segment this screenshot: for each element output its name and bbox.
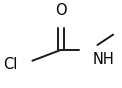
Text: NH: NH	[92, 52, 114, 67]
Text: Cl: Cl	[3, 57, 17, 72]
Text: O: O	[55, 3, 66, 18]
